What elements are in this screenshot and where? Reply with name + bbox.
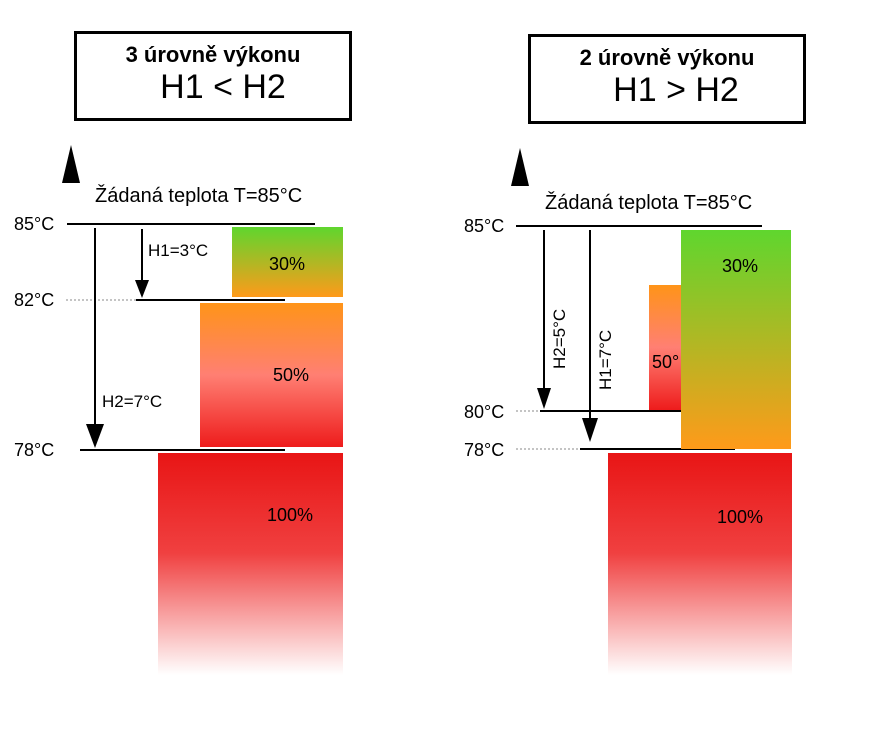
- right-panel: Žádaná teplota T=85°C 85°C 80°C 78°C H2=…: [464, 148, 792, 690]
- right-temp-85: 85°C: [464, 216, 504, 236]
- left-block-50-label: 50%: [273, 365, 309, 385]
- right-block-30: [681, 230, 791, 449]
- title-box-left: 3 úrovně výkonu H1 < H2: [74, 31, 352, 121]
- right-block-100-label: 100%: [717, 507, 763, 527]
- left-h1-label: H1=3°C: [148, 241, 208, 260]
- right-h2-label: H2=5°C: [550, 309, 569, 369]
- left-h2-arrowhead: [86, 424, 104, 448]
- left-h1-arrowhead: [135, 280, 149, 298]
- left-block-30-label: 30%: [269, 254, 305, 274]
- right-h1-label: H1=7°C: [596, 330, 615, 390]
- right-block-30-label: 30%: [722, 256, 758, 276]
- left-h2-label: H2=7°C: [102, 392, 162, 411]
- left-setpoint-label: Žádaná teplota T=85°C: [95, 184, 302, 207]
- left-block-100-label: 100%: [267, 505, 313, 525]
- right-axis-arrowhead: [511, 148, 529, 186]
- left-temp-85: 85°C: [14, 214, 54, 234]
- right-temp-78: 78°C: [464, 440, 504, 460]
- left-axis-arrowhead: [62, 145, 80, 183]
- left-temp-82: 82°C: [14, 290, 54, 310]
- left-temp-78: 78°C: [14, 440, 54, 460]
- left-panel: Žádaná teplota T=85°C 85°C 82°C 78°C H1=…: [14, 145, 343, 690]
- right-h2-arrowhead: [537, 388, 551, 409]
- title-box-right: 2 úrovně výkonu H1 > H2: [528, 34, 806, 124]
- right-setpoint-label: Žádaná teplota T=85°C: [545, 191, 752, 214]
- left-block-50: [200, 303, 343, 447]
- right-h1-arrowhead: [582, 418, 598, 442]
- title-left-line1: 3 úrovně výkonu: [125, 42, 301, 67]
- left-block-100: [158, 453, 343, 675]
- title-right-line2: H1 > H2: [613, 71, 739, 109]
- right-block-100: [608, 453, 792, 675]
- left-block-30: [232, 227, 343, 297]
- title-right-line1: 2 úrovně výkonu: [579, 45, 755, 70]
- title-left-line2: H1 < H2: [160, 68, 286, 106]
- right-temp-80: 80°C: [464, 402, 504, 422]
- right-block-50-label: 50°: [652, 352, 679, 372]
